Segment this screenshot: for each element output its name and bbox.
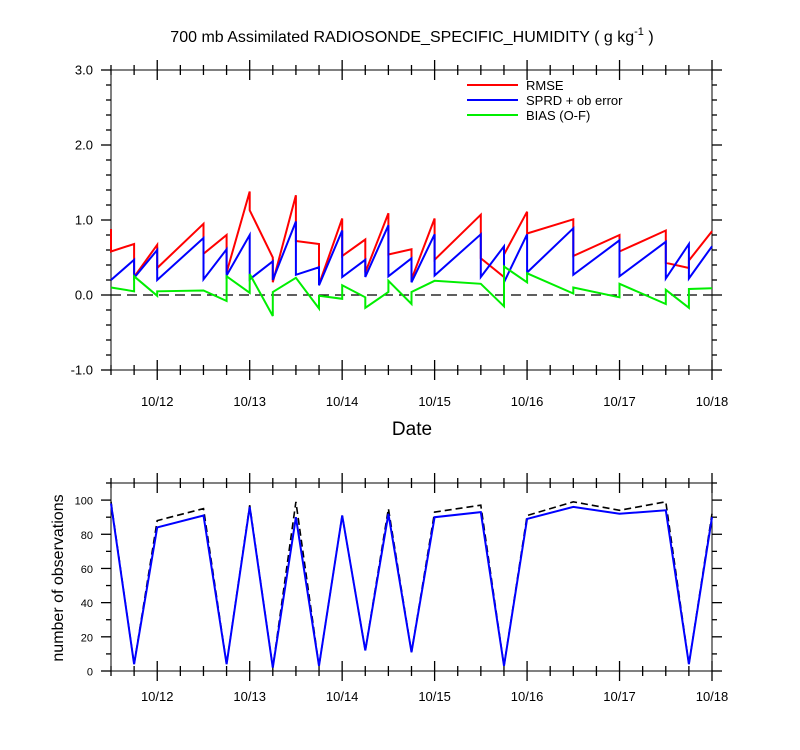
x-tick-label: 10/18 bbox=[696, 689, 729, 704]
y-tick-label: 100 bbox=[75, 496, 93, 508]
x-tick-label: 10/17 bbox=[603, 394, 636, 409]
x-tick-label: 10/13 bbox=[233, 394, 266, 409]
y-tick-label: 3.0 bbox=[75, 63, 93, 78]
legend-label: BIAS (O-F) bbox=[526, 108, 590, 123]
x-tick-label: 10/14 bbox=[326, 394, 359, 409]
y-tick-label: -1.0 bbox=[71, 363, 93, 378]
y-tick-label: 0 bbox=[87, 667, 93, 679]
y-tick-label: 80 bbox=[81, 530, 93, 542]
series-line-bias-o-f bbox=[110, 264, 713, 317]
x-tick-label: 10/12 bbox=[141, 689, 174, 704]
x-tick-label: 10/16 bbox=[511, 689, 544, 704]
y-tick-label: 0.0 bbox=[75, 288, 93, 303]
x-tick-label: 10/13 bbox=[233, 689, 266, 704]
series-line-used bbox=[110, 503, 713, 668]
x-tick-label: 10/17 bbox=[603, 689, 636, 704]
legend-label: RMSE bbox=[526, 78, 564, 93]
y-axis-label-observations: number of observations bbox=[50, 494, 67, 661]
bottom-plot: 10/12 10/13 10/14 10/15 10/16 10/17 10/18 0 20 40… bbox=[75, 473, 729, 704]
x-tick-label: 10/15 bbox=[418, 689, 451, 704]
y-tick-label: 1.0 bbox=[75, 213, 93, 228]
x-axis-label: Date bbox=[392, 419, 432, 440]
y-tick-label: 60 bbox=[81, 564, 93, 576]
legend-label: SPRD + ob error bbox=[526, 93, 623, 108]
bottom-axis-ticks: 10/12 10/13 10/14 10/15 10/16 10/17 10/18 0 20 40… bbox=[75, 473, 729, 704]
top-chart-title-main: 700 mb Assimilated RADIOSONDE_SPECIFIC_H… bbox=[170, 29, 634, 46]
x-tick-label: 10/15 bbox=[418, 394, 451, 409]
y-tick-label: 20 bbox=[81, 632, 93, 644]
x-tick-label: 10/18 bbox=[696, 394, 729, 409]
series-line-possible bbox=[110, 500, 713, 668]
top-plot-frame bbox=[110, 69, 713, 371]
top-series-group bbox=[110, 191, 713, 317]
top-chart-title: 700 mb Assimilated RADIOSONDE_SPECIFIC_H… bbox=[170, 26, 653, 46]
x-tick-label: 10/14 bbox=[326, 689, 359, 704]
top-chart-title-suffix: ) bbox=[644, 29, 654, 46]
bottom-series-group bbox=[110, 500, 713, 668]
y-tick-label: 2.0 bbox=[75, 138, 93, 153]
y-tick-label: 40 bbox=[81, 598, 93, 610]
top-axis-ticks: 10/12 10/13 10/14 10/15 10/16 10/17 10/18 -1.0 0… bbox=[71, 60, 729, 409]
top-plot: 10/12 10/13 10/14 10/15 10/16 10/17 10/18 -1.0 0… bbox=[71, 60, 729, 409]
top-chart-title-superscript: -1 bbox=[634, 26, 644, 38]
bottom-plot-frame bbox=[110, 482, 713, 672]
x-tick-label: 10/12 bbox=[141, 394, 174, 409]
x-tick-label: 10/16 bbox=[511, 394, 544, 409]
series-line-sprd-ob-error bbox=[110, 221, 713, 286]
